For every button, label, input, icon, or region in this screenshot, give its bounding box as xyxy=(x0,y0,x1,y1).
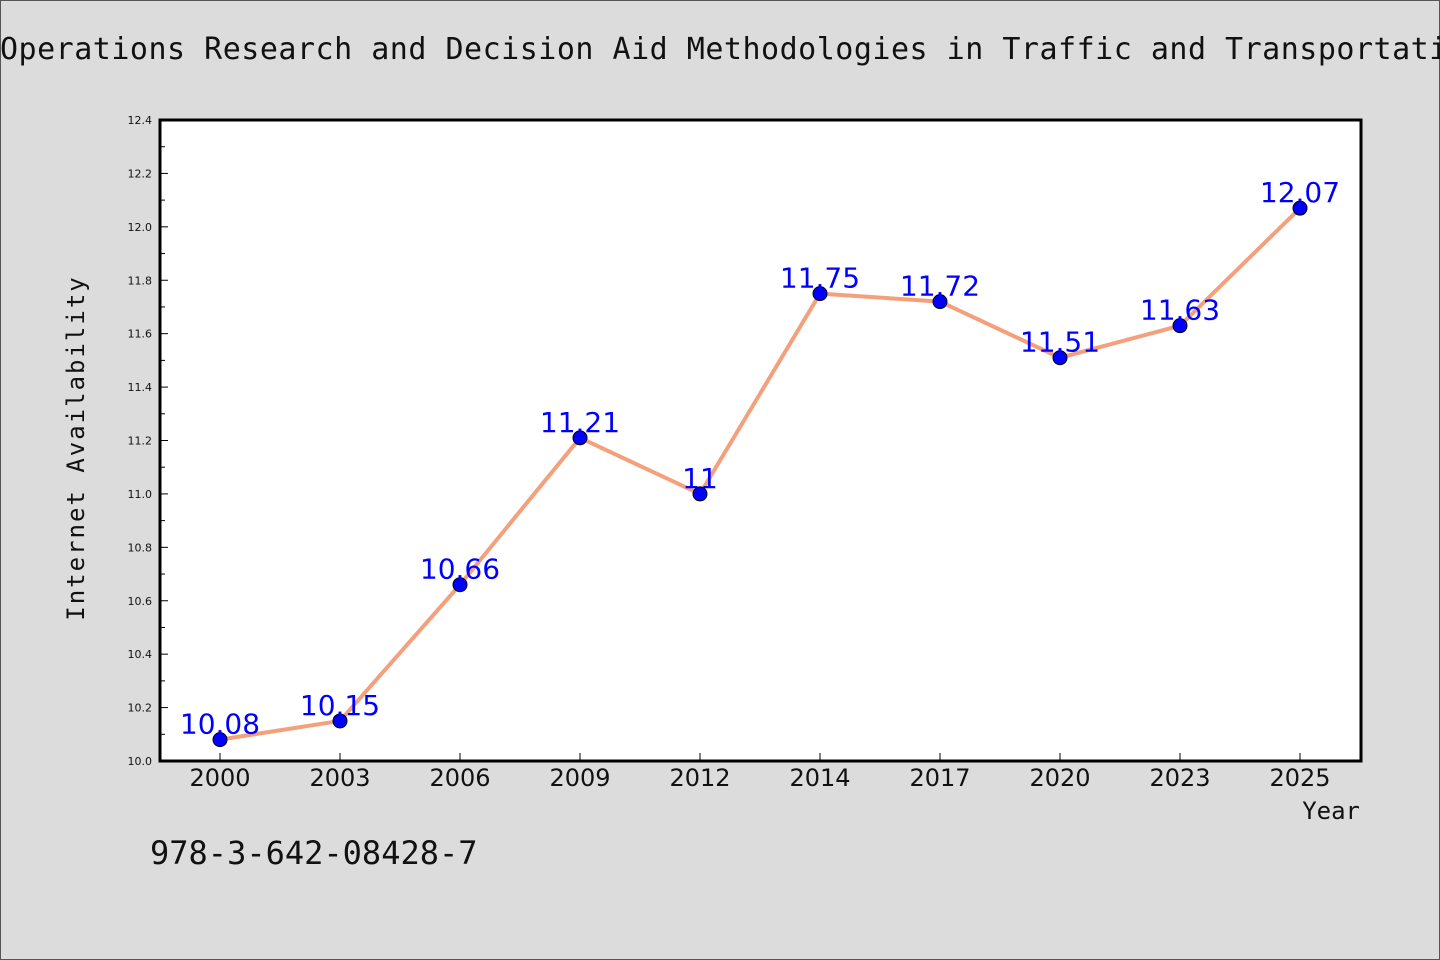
y-tick-label: 12.2 xyxy=(128,167,153,180)
x-tick-label: 2025 xyxy=(1269,764,1330,792)
data-label: 11 xyxy=(682,462,718,495)
x-tick-label: 2014 xyxy=(789,764,850,792)
isbn-text: 978-3-642-08428-7 xyxy=(150,834,478,872)
y-tick-label: 10.4 xyxy=(128,648,153,661)
data-point xyxy=(932,294,948,310)
data-point xyxy=(572,430,588,446)
data-label: 10.15 xyxy=(300,689,380,722)
x-tick-label: 2003 xyxy=(309,764,370,792)
data-label: 11.72 xyxy=(900,270,980,303)
y-tick-label: 12.0 xyxy=(128,221,153,234)
y-tick-label: 12.4 xyxy=(128,114,153,127)
plot-area xyxy=(158,118,1363,763)
data-point xyxy=(1172,318,1188,334)
y-tick-label: 10.6 xyxy=(128,595,153,608)
data-label: 11.21 xyxy=(540,406,620,439)
data-label: 12.07 xyxy=(1260,176,1340,209)
x-tick-label: 2009 xyxy=(549,764,610,792)
data-labels: 10.08 10.15 10.66 11.21 11 11.75 11.72 11.51 11.… xyxy=(180,176,1340,740)
x-tick-label: 2000 xyxy=(189,764,250,792)
chart-title: Operations Research and Decision Aid Met… xyxy=(0,32,1440,67)
data-point xyxy=(812,286,828,302)
data-point xyxy=(1292,200,1308,216)
y-tick-label: 11.6 xyxy=(128,328,153,341)
y-tick-label: 11.0 xyxy=(128,488,153,501)
y-tick-label: 10.8 xyxy=(128,541,153,554)
x-tick-label: 2012 xyxy=(669,764,730,792)
data-label: 11.63 xyxy=(1140,294,1220,327)
y-tick-label: 11.4 xyxy=(128,381,153,394)
y-tick-label: 10.0 xyxy=(128,755,153,768)
data-label: 10.08 xyxy=(180,708,260,741)
y-tick-label: 10.2 xyxy=(128,702,153,715)
data-label: 10.66 xyxy=(420,553,500,586)
data-label: 11.75 xyxy=(780,262,860,295)
data-label: 11.51 xyxy=(1020,326,1100,359)
series-line xyxy=(219,206,1302,742)
data-point xyxy=(1052,350,1068,366)
x-tick-label: 2006 xyxy=(429,764,490,792)
data-point xyxy=(212,732,228,748)
y-tick-label: 11.8 xyxy=(128,274,153,287)
y-axis: 10.0 10.2 10.4 10.6 10.8 11.0 11.2 11.4 11.6 11.8… xyxy=(128,114,168,768)
data-point xyxy=(452,577,468,593)
x-axis-label: Year xyxy=(1302,797,1360,825)
x-tick-label: 2020 xyxy=(1029,764,1090,792)
x-axis: 2000 2003 2006 2009 2012 2014 2017 2020 2023 2025 xyxy=(189,753,1331,792)
data-points xyxy=(212,200,1308,748)
data-point xyxy=(332,713,348,729)
x-tick-label: 2017 xyxy=(909,764,970,792)
x-tick-label: 2023 xyxy=(1149,764,1210,792)
data-point xyxy=(692,486,708,502)
y-tick-label: 11.2 xyxy=(128,435,153,448)
